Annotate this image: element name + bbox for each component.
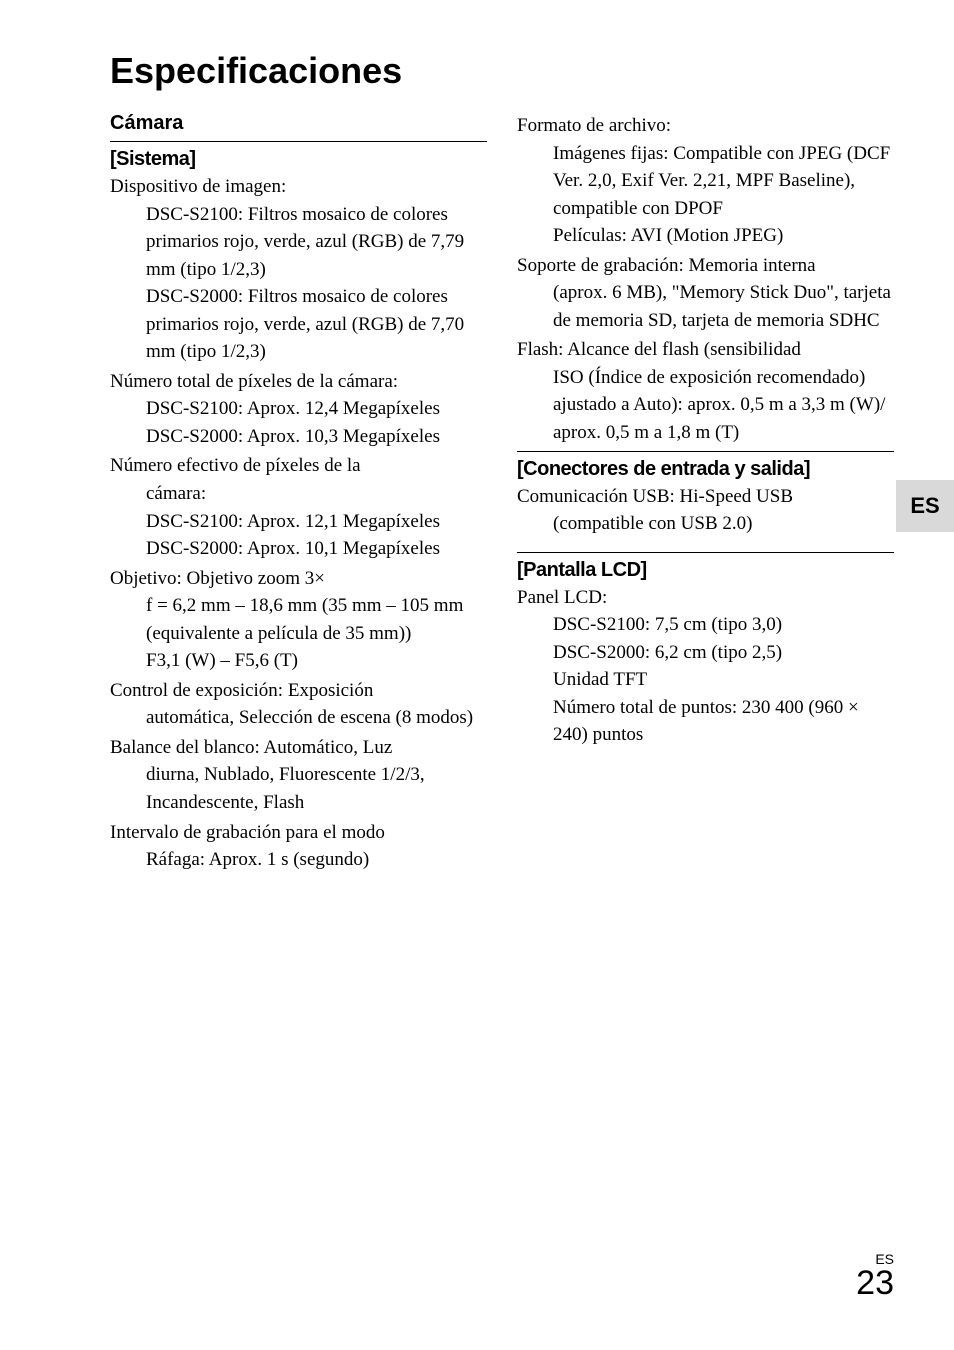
spec-text-cont: Ráfaga: Aprox. 1 s (segundo)	[110, 846, 487, 874]
spec-label: Dispositivo de imagen:	[110, 173, 487, 201]
spec-value: F3,1 (W) – F5,6 (T)	[110, 647, 487, 675]
spec-label: Intervalo de grabación para el modo Ráfa…	[110, 819, 487, 874]
spec-label: Número efectivo de píxeles de la cámara:	[110, 452, 487, 507]
spec-label: Control de exposición: Exposición automá…	[110, 677, 487, 732]
spec-lcd-panel: Panel LCD: DSC-S2100: 7,5 cm (tipo 3,0) …	[517, 584, 894, 749]
footer-page-number: 23	[856, 1266, 894, 1300]
divider	[517, 552, 894, 553]
spec-value: f = 6,2 mm – 18,6 mm (35 mm – 105 mm (eq…	[110, 592, 487, 647]
left-column: Cámara [Sistema] Dispositivo de imagen: …	[110, 112, 487, 876]
spec-label-line1: Número efectivo de píxeles de la	[110, 455, 361, 476]
spec-value: Películas: AVI (Motion JPEG)	[517, 222, 894, 250]
spec-value: DSC-S2100: Aprox. 12,4 Megapíxeles	[110, 395, 487, 423]
spec-effective-pixels: Número efectivo de píxeles de la cámara:…	[110, 452, 487, 562]
spec-label: Balance del blanco: Automático, Luz diur…	[110, 734, 487, 817]
spec-label: Número total de píxeles de la cámara:	[110, 368, 487, 396]
spec-text-cont: automática, Selección de escena (8 modos…	[110, 704, 487, 732]
spec-text-line: Flash: Alcance del flash (sensibilidad	[517, 339, 801, 360]
spec-value: DSC-S2100: Aprox. 12,1 Megapíxeles	[110, 508, 487, 536]
spec-value: Número total de puntos: 230 400 (960 × 2…	[517, 694, 894, 749]
spec-label: Flash: Alcance del flash (sensibilidad I…	[517, 336, 894, 446]
spec-total-pixels: Número total de píxeles de la cámara: DS…	[110, 368, 487, 451]
page-title: Especificaciones	[110, 50, 894, 92]
lcd-subheading: [Pantalla LCD]	[517, 559, 894, 582]
spec-value: DSC-S2100: Filtros mosaico de colores pr…	[110, 201, 487, 284]
spec-value: DSC-S2000: Aprox. 10,1 Megapíxeles	[110, 535, 487, 563]
spec-image-device: Dispositivo de imagen: DSC-S2100: Filtro…	[110, 173, 487, 366]
spec-text-cont: (compatible con USB 2.0)	[517, 510, 894, 538]
spec-flash: Flash: Alcance del flash (sensibilidad I…	[517, 336, 894, 446]
spec-recording-media: Soporte de grabación: Memoria interna (a…	[517, 252, 894, 335]
spec-label: Soporte de grabación: Memoria interna (a…	[517, 252, 894, 335]
divider	[517, 451, 894, 452]
spec-label-line2: cámara:	[110, 480, 487, 508]
spec-text-line: Intervalo de grabación para el modo	[110, 822, 385, 843]
page-footer: ES 23	[856, 1252, 894, 1300]
spec-value: Unidad TFT	[517, 666, 894, 694]
right-column: Formato de archivo: Imágenes fijas: Comp…	[517, 112, 894, 876]
spec-value: DSC-S2000: Filtros mosaico de colores pr…	[110, 283, 487, 366]
spec-label: Comunicación USB: Hi-Speed USB (compatib…	[517, 483, 894, 538]
spec-value: DSC-S2000: 6,2 cm (tipo 2,5)	[517, 639, 894, 667]
spec-label: Objetivo: Objetivo zoom 3×	[110, 565, 487, 593]
sistema-subheading: [Sistema]	[110, 148, 487, 171]
spec-value: Imágenes fijas: Compatible con JPEG (DCF…	[517, 140, 894, 223]
spec-value: DSC-S2000: Aprox. 10,3 Megapíxeles	[110, 423, 487, 451]
spec-file-format: Formato de archivo: Imágenes fijas: Comp…	[517, 112, 894, 250]
divider	[110, 141, 487, 142]
spec-text-cont: (aprox. 6 MB), "Memory Stick Duo", tarje…	[517, 279, 894, 334]
spec-exposure: Control de exposición: Exposición automá…	[110, 677, 487, 732]
spec-burst-interval: Intervalo de grabación para el modo Ráfa…	[110, 819, 487, 874]
spec-value: DSC-S2100: 7,5 cm (tipo 3,0)	[517, 611, 894, 639]
spec-text-line: Balance del blanco: Automático, Luz	[110, 737, 392, 758]
spec-white-balance: Balance del blanco: Automático, Luz diur…	[110, 734, 487, 817]
language-tab: ES	[896, 480, 954, 532]
spec-text-cont: diurna, Nublado, Fluorescente 1/2/3, Inc…	[110, 761, 487, 816]
spec-label: Formato de archivo:	[517, 112, 894, 140]
spec-label: Panel LCD:	[517, 584, 894, 612]
spec-text-line: Soporte de grabación: Memoria interna	[517, 255, 816, 276]
spec-lens: Objetivo: Objetivo zoom 3× f = 6,2 mm – …	[110, 565, 487, 675]
spec-text-line: Comunicación USB: Hi-Speed USB	[517, 486, 793, 507]
spec-usb: Comunicación USB: Hi-Speed USB (compatib…	[517, 483, 894, 538]
spec-text-line: Control de exposición: Exposición	[110, 680, 373, 701]
connectors-subheading: [Conectores de entrada y salida]	[517, 458, 894, 481]
content-columns: Cámara [Sistema] Dispositivo de imagen: …	[110, 112, 894, 876]
camera-heading: Cámara	[110, 112, 487, 135]
spec-text-cont: ISO (Índice de exposición recomendado) a…	[517, 364, 894, 447]
